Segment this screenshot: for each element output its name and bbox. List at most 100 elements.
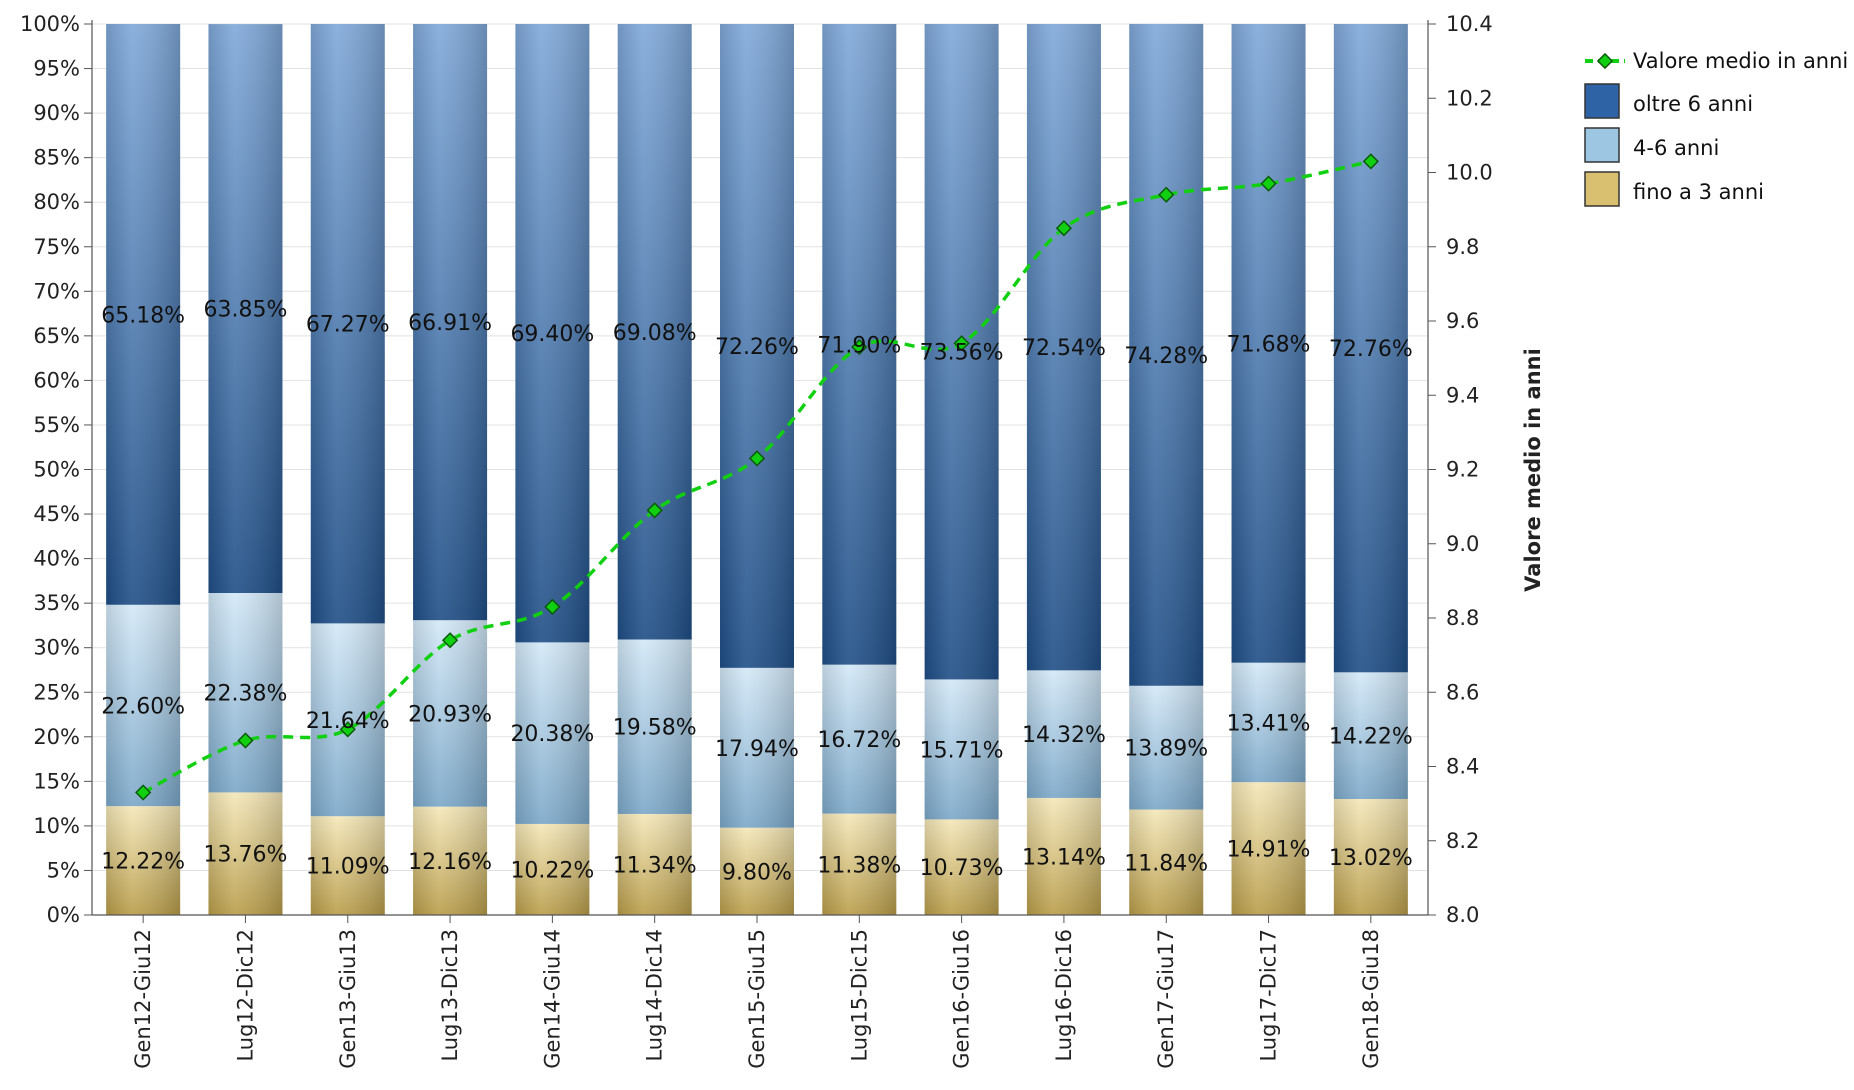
bar-segment-shading xyxy=(106,24,181,605)
bar-segment-shading xyxy=(1026,24,1101,671)
legend-item-oltre: oltre 6 anni xyxy=(1584,83,1753,119)
bar-value-label: 74.28% xyxy=(1124,344,1208,369)
average-line-point xyxy=(953,335,970,352)
left-axis-tick-label: 70% xyxy=(33,279,80,303)
bar-value-label: 69.40% xyxy=(510,322,594,347)
legend-label-oltre: oltre 6 anni xyxy=(1633,92,1753,116)
left-axis-tick-label: 60% xyxy=(33,368,80,392)
bar-segment-shading xyxy=(1129,685,1204,810)
bar-segment-shading xyxy=(413,806,488,915)
bar-value-label: 10.73% xyxy=(920,856,1004,881)
legend-label-line: Valore medio in anni xyxy=(1633,49,1848,73)
bar-value-label: 72.26% xyxy=(715,335,799,360)
right-axis-tick-label: 9.8 xyxy=(1446,235,1479,259)
legend-item-4-6: 4-6 anni xyxy=(1584,127,1719,163)
x-axis-category-label: Lug17-Dic17 xyxy=(1257,929,1281,1062)
bar-value-label: 72.54% xyxy=(1022,336,1106,361)
bar-value-label: 13.89% xyxy=(1124,737,1208,762)
bar-segment-shading xyxy=(924,819,999,915)
bar-value-label: 20.38% xyxy=(510,722,594,747)
left-axis-tick-label: 40% xyxy=(33,547,80,571)
bar-value-label: 19.58% xyxy=(613,716,697,741)
left-axis-tick-label: 20% xyxy=(33,725,80,749)
bar-value-label: 21.64% xyxy=(306,709,390,734)
left-axis-tick-label: 45% xyxy=(33,502,80,526)
x-axis-category-label: Gen16-Giu16 xyxy=(950,929,974,1069)
x-axis-category-label: Gen17-Giu17 xyxy=(1154,929,1178,1069)
x-axis-category-label: Lug14-Dic14 xyxy=(643,929,667,1062)
bar-segment-shading xyxy=(106,806,181,915)
bar-segment-shading xyxy=(413,24,488,621)
bar-segment-shading xyxy=(208,792,283,915)
bar-segment-shading xyxy=(1026,797,1101,915)
average-line-point xyxy=(1260,175,1277,192)
bar-segment-shading xyxy=(720,24,794,668)
legend-item-fino: fino a 3 anni xyxy=(1584,171,1764,207)
left-axis-tick-label: 90% xyxy=(33,101,80,125)
left-axis-tick-label: 30% xyxy=(33,636,80,660)
right-axis-tick-label: 8.2 xyxy=(1446,829,1479,853)
bar-segment-shading xyxy=(1333,672,1408,799)
x-axis-category-label: Gen18-Giu18 xyxy=(1359,929,1383,1069)
bar-value-label: 20.93% xyxy=(408,702,492,727)
bar-value-label: 14.32% xyxy=(1022,723,1106,748)
bar-value-label: 9.80% xyxy=(722,860,792,885)
right-axis-tick-label: 8.0 xyxy=(1446,903,1479,927)
bar-value-label: 63.85% xyxy=(204,298,288,323)
right-axis-tick-label: 10.0 xyxy=(1446,161,1493,185)
legend: Valore medio in anni oltre 6 anni 4-6 an… xyxy=(1584,49,1848,207)
bar-segment-shading xyxy=(822,664,897,814)
bar-value-label: 12.22% xyxy=(101,850,185,875)
left-axis-tick-label: 0% xyxy=(47,903,80,927)
bar-value-label: 71.90% xyxy=(817,333,901,358)
average-line-point xyxy=(1158,186,1175,203)
bar-segment-shading xyxy=(617,813,692,915)
bar-value-label: 22.38% xyxy=(204,682,288,707)
right-axis-tick-label: 10.2 xyxy=(1446,86,1493,110)
bar-segment-shading xyxy=(1231,662,1306,783)
bar-value-label: 11.84% xyxy=(1124,851,1208,876)
x-axis-category-label: Gen15-Giu15 xyxy=(745,929,769,1069)
legend-label-fino: fino a 3 anni xyxy=(1633,180,1764,204)
bar-value-label: 12.16% xyxy=(408,850,492,875)
bar-value-label: 71.68% xyxy=(1227,332,1311,357)
bar-segment-shading xyxy=(310,24,385,624)
x-axis-category-label: Lug13-Dic13 xyxy=(438,929,462,1062)
average-line-point xyxy=(544,598,561,615)
data-labels: 12.22% 22.60% 65.18% 13.76% 22.38% 63.85% 11.0… xyxy=(101,298,1413,886)
bar-segment-shading xyxy=(822,813,897,915)
left-axis-tick-label: 5% xyxy=(47,858,80,882)
average-line-point xyxy=(441,632,459,649)
x-axis-category-label: Gen14-Giu14 xyxy=(540,929,564,1069)
average-line-point xyxy=(1055,220,1073,237)
right-axis-tick-label: 9.0 xyxy=(1446,532,1479,556)
bar-segment-shading xyxy=(720,827,794,915)
bar-value-label: 69.08% xyxy=(613,321,697,346)
left-axis-tick-label: 75% xyxy=(33,235,80,259)
bar-value-label: 66.91% xyxy=(408,311,492,336)
average-line-point xyxy=(646,502,663,519)
bar-segment-shading xyxy=(413,620,488,807)
left-axis-tick-label: 15% xyxy=(33,769,80,793)
bar-segment-shading xyxy=(208,592,283,793)
average-line-point xyxy=(135,784,152,801)
left-axis-tick-label: 50% xyxy=(33,458,80,482)
x-axis-category-label: Lug12-Dic12 xyxy=(233,929,257,1062)
bar-segment-shading xyxy=(310,816,385,915)
legend-item-line: Valore medio in anni xyxy=(1585,49,1848,73)
bar-value-label: 14.22% xyxy=(1329,725,1413,750)
legend-label-4-6: 4-6 anni xyxy=(1633,136,1719,160)
bar-segment-shading xyxy=(310,623,385,817)
left-axis-tick-label: 10% xyxy=(33,814,80,838)
left-axis-tick-label: 85% xyxy=(33,146,80,170)
right-axis-tick-label: 9.6 xyxy=(1446,309,1479,333)
left-axis-tick-label: 80% xyxy=(33,190,80,214)
bar-segment-shading xyxy=(1129,809,1204,915)
right-axis-title: Valore medio in anni xyxy=(1521,348,1545,592)
bar-value-label: 11.34% xyxy=(613,853,697,878)
bar-value-label: 13.02% xyxy=(1329,846,1413,871)
right-axis-tick-label: 9.2 xyxy=(1446,458,1479,482)
bar-segment-shading xyxy=(924,679,999,820)
